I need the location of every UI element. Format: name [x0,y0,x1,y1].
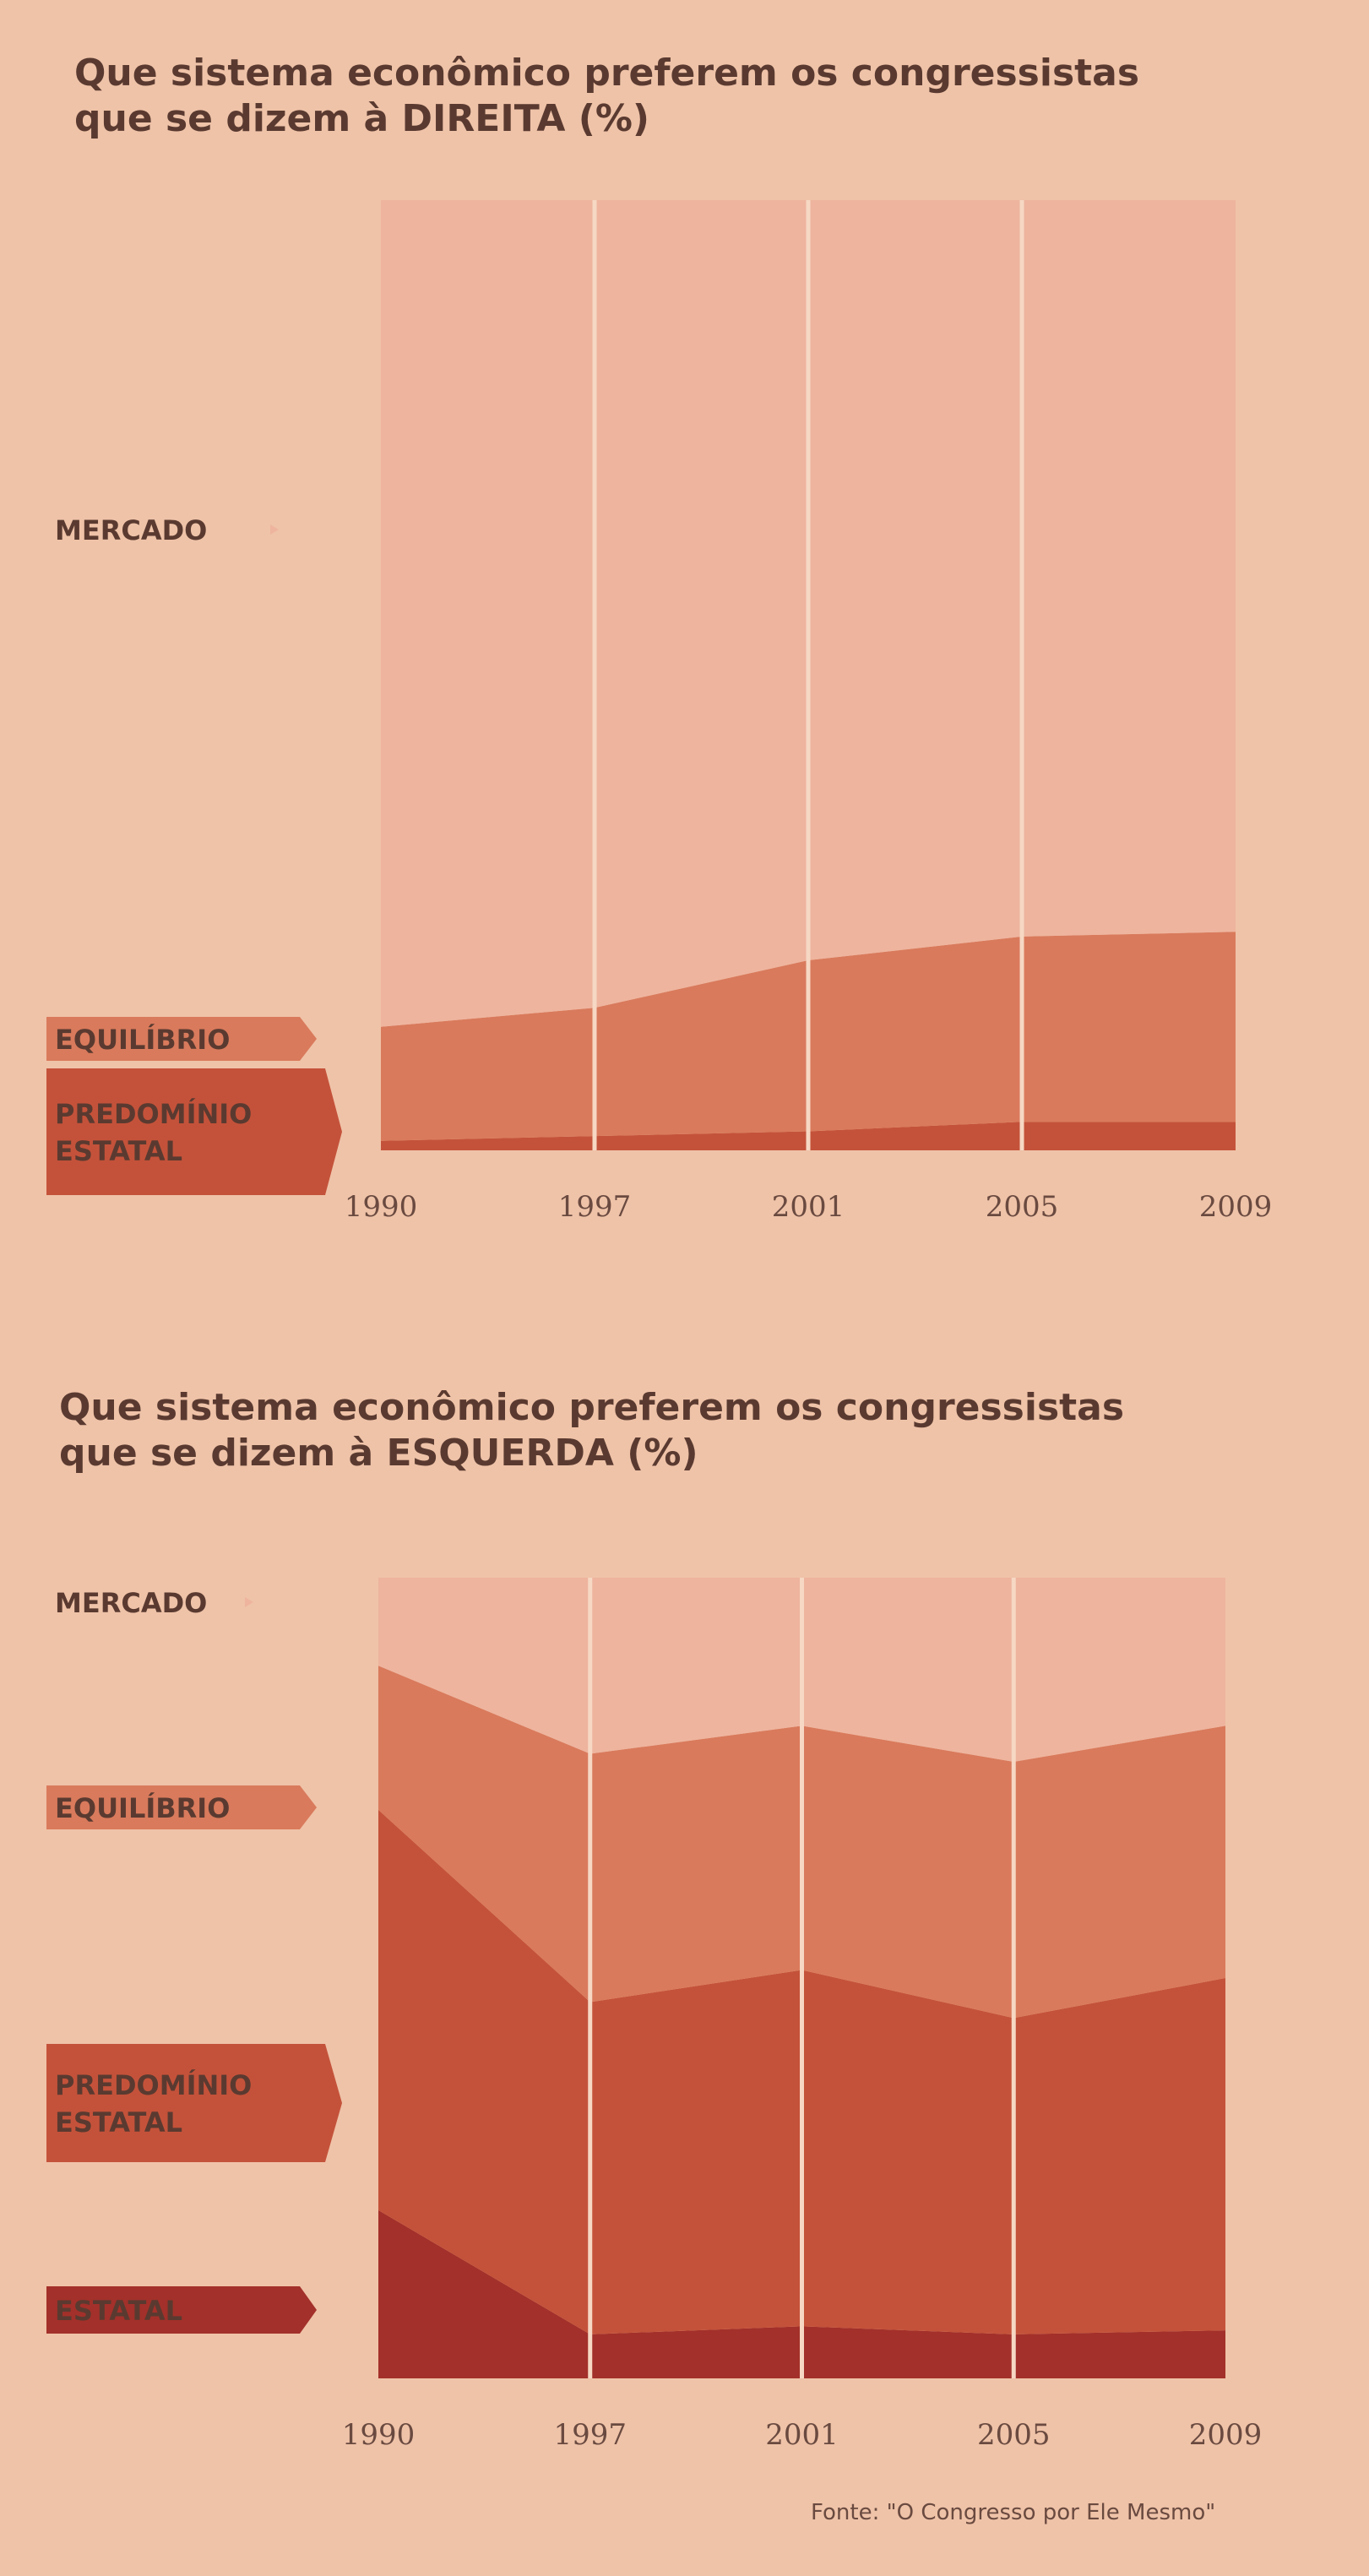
series-label-mercado: MERCADO [55,514,279,546]
title-line-1: Que sistema econômico preferem os congre… [74,52,1140,95]
chart-title-direita: Que sistema econômico preferem os congre… [74,51,1139,142]
series-label-text: MERCADO [55,1587,207,1619]
title-line-2: que se dizem à DIREITA (%) [74,97,650,140]
series-label-estatal: ESTATAL [46,2286,317,2334]
title-line-2: que se dizem à ESQUERDA (%) [59,1432,698,1475]
series-label-text: EQUILÍBRIO [55,1792,230,1824]
x-tick-label: 2005 [977,2418,1051,2452]
x-tick-label: 1990 [342,2418,416,2452]
series-label-predominio: PREDOMÍNIO ESTATAL [46,2044,342,2162]
label-arrow-box [46,2286,317,2334]
x-tick-label: 1990 [345,1190,418,1224]
series-label-text: MERCADO [55,514,207,546]
chart-title-esquerda: Que sistema econômico preferem os congre… [59,1385,1124,1476]
label-arrow-box [46,1017,317,1061]
series-label-equilibrio: EQUILÍBRIO [46,1785,317,1829]
x-tick-label: 2001 [772,1190,845,1224]
x-tick-label: 2005 [986,1190,1059,1224]
series-label-text: ESTATAL [55,2106,182,2139]
series-label-text: PREDOMÍNIO [55,2069,252,2101]
chart-1: ESTATAL PREDOMÍNIO ESTATAL EQUILÍBRIO MERCAD… [46,1578,1262,2452]
label-arrow-box [46,1785,317,1829]
x-tick-label: 1997 [558,1190,632,1224]
series-label-mercado: MERCADO [55,1587,253,1619]
series-label-text: ESTATAL [55,1135,182,1167]
x-tick-label: 2001 [765,2418,839,2452]
chart-0: PREDOMÍNIO ESTATAL EQUILÍBRIO MERCADO 1990 19… [46,200,1272,1224]
label-arrow-box [46,2044,342,2162]
series-label-equilibrio: EQUILÍBRIO [46,1017,317,1061]
label-arrow-box [46,1068,342,1195]
series-label-text: ESTATAL [55,2295,182,2327]
x-tick-label: 1997 [553,2418,627,2452]
source-note: Fonte: "O Congresso por Ele Mesmo" [811,2500,1216,2525]
label-arrow [245,1597,253,1607]
x-tick-label: 2009 [1189,2418,1263,2452]
series-label-predominio: PREDOMÍNIO ESTATAL [46,1068,342,1195]
label-arrow [270,524,279,535]
x-tick-label: 2009 [1199,1190,1273,1224]
series-label-text: EQUILÍBRIO [55,1024,230,1056]
title-line-1: Que sistema econômico preferem os congre… [59,1386,1125,1429]
series-label-text: PREDOMÍNIO [55,1098,252,1130]
